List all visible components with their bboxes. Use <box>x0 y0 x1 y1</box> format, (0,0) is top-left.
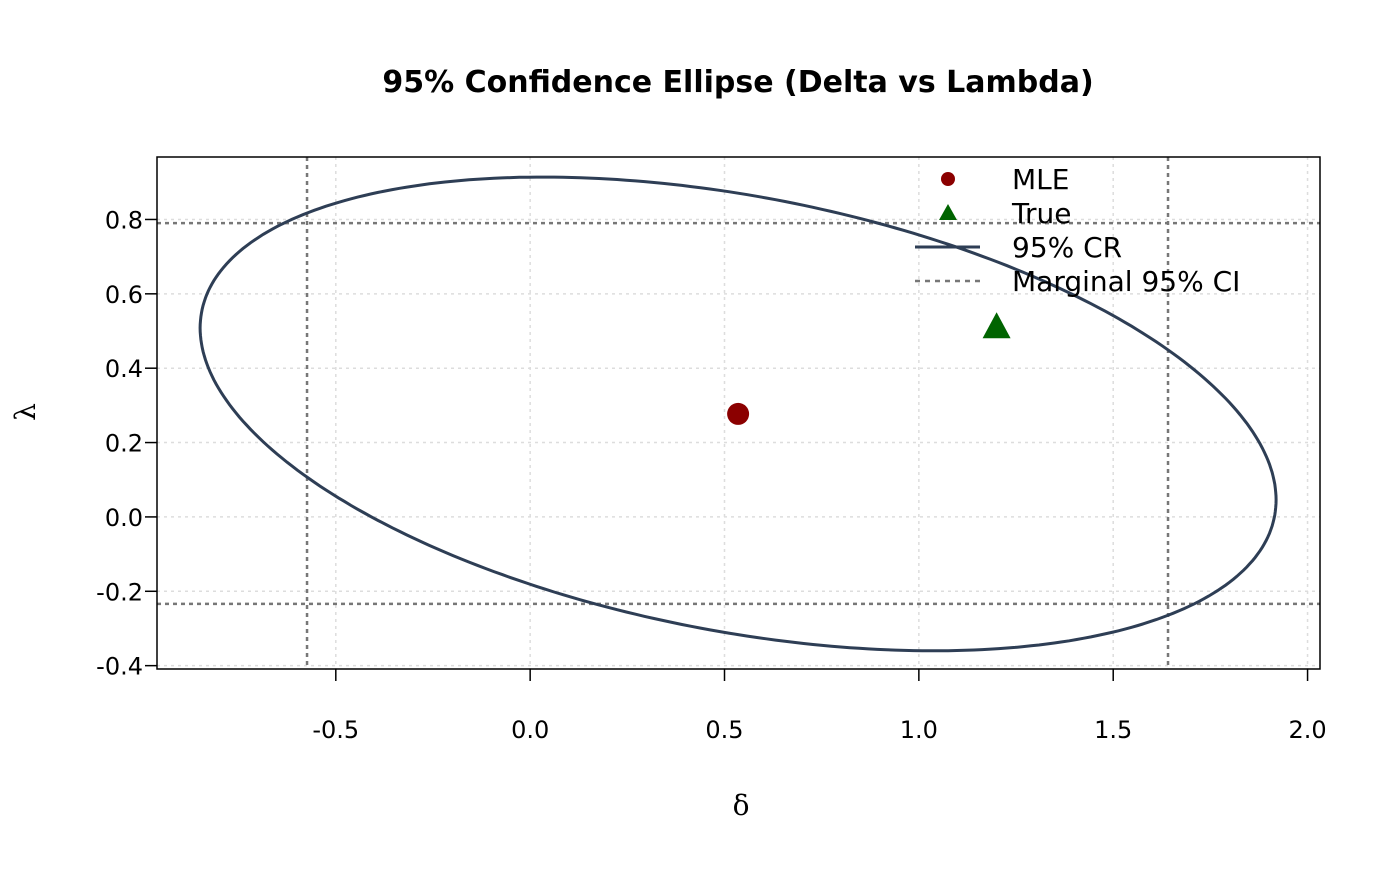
y-tick-label: 0.2 <box>105 430 143 458</box>
x-tick-label: 1.0 <box>900 716 938 744</box>
legend-mle-label: MLE <box>1012 163 1069 196</box>
confidence-ellipse <box>198 175 1278 653</box>
legend-mle-marker <box>941 172 955 186</box>
y-tick-label: 0.8 <box>105 206 143 234</box>
legend-true-marker <box>939 204 957 220</box>
y-tick-label: 0.0 <box>105 504 143 532</box>
x-tick-label: 0.5 <box>705 716 743 744</box>
legend-cr-label: 95% CR <box>1012 231 1122 264</box>
x-tick-label: 1.5 <box>1094 716 1132 744</box>
y-tick-label: -0.4 <box>96 653 143 681</box>
y-tick-label: -0.2 <box>96 578 143 606</box>
x-tick-label: 0.0 <box>511 716 549 744</box>
plot-frame <box>156 156 1321 670</box>
y-axis-label: λ <box>9 403 42 421</box>
chart-title: 95% Confidence Ellipse (Delta vs Lambda) <box>382 65 1093 100</box>
marginal-ci-lines <box>157 157 1320 669</box>
true-point <box>982 312 1011 339</box>
grid <box>157 157 1320 669</box>
legend-true-label: True <box>1011 197 1071 230</box>
y-tick-label: 0.6 <box>105 281 143 309</box>
legend: MLE True 95% CR Marginal 95% CI <box>915 163 1240 298</box>
mle-point <box>727 402 750 425</box>
x-tick-label: 2.0 <box>1288 716 1326 744</box>
legend-ci-label: Marginal 95% CI <box>1012 265 1240 298</box>
y-tick-label: 0.4 <box>105 355 143 383</box>
y-axis: -0.4 -0.2 0.0 0.2 0.4 0.6 0.8 <box>96 206 157 681</box>
x-axis: -0.5 0.0 0.5 1.0 1.5 2.0 <box>312 669 1327 744</box>
x-axis-label: δ <box>733 789 750 822</box>
x-tick-label: -0.5 <box>312 716 359 744</box>
